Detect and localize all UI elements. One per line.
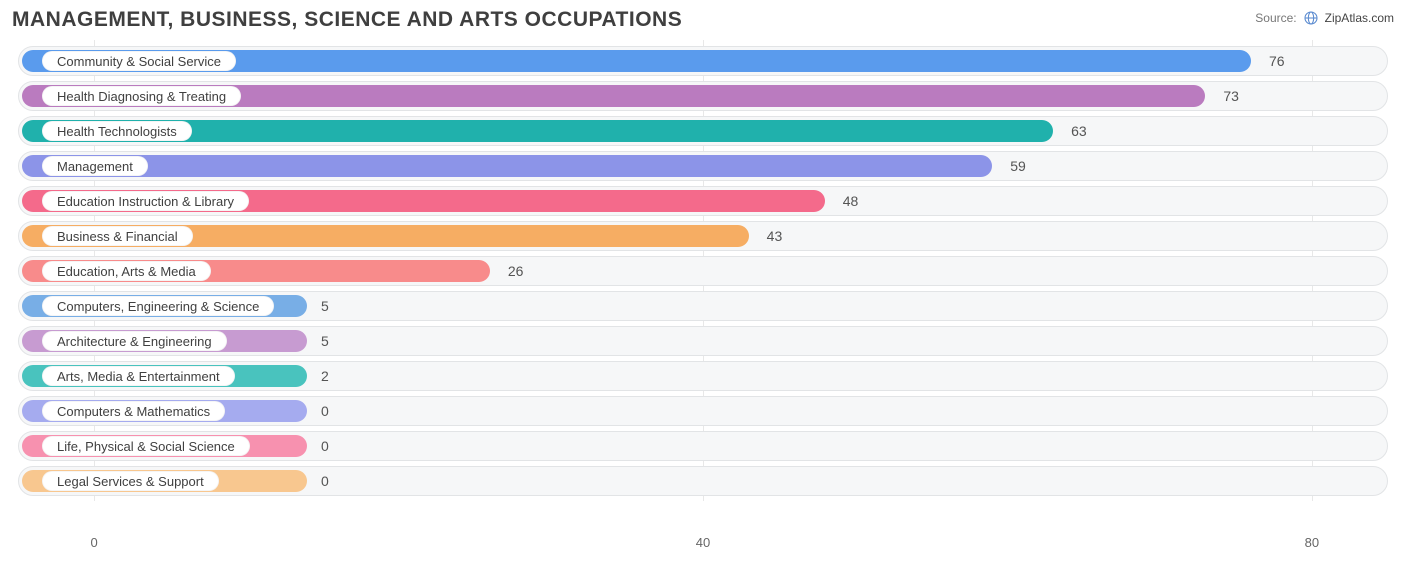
category-pill: Life, Physical & Social Science — [42, 436, 250, 456]
bar-value: 26 — [508, 256, 524, 286]
bar-row: Legal Services & Support 0 — [18, 466, 1388, 496]
bar-value: 0 — [321, 466, 329, 496]
bar-row: Education, Arts & Media 26 — [18, 256, 1388, 286]
bar-value: 59 — [1010, 151, 1026, 181]
bar-value: 48 — [843, 186, 859, 216]
bar-value: 0 — [321, 431, 329, 461]
bar-value: 73 — [1223, 81, 1239, 111]
occupations-bar-chart: Community & Social Service 76 Health Diagn… — [18, 40, 1388, 555]
source-label: Source: — [1255, 11, 1296, 25]
globe-icon — [1303, 10, 1319, 26]
bar-row: Computers, Engineering & Science 5 — [18, 291, 1388, 321]
plot-area: Community & Social Service 76 Health Diagn… — [18, 40, 1388, 531]
x-axis: 0 40 80 — [18, 531, 1388, 555]
bar-row: Management 59 — [18, 151, 1388, 181]
bar-value: 43 — [767, 221, 783, 251]
bar-row: Business & Financial 43 — [18, 221, 1388, 251]
bar-row: Health Technologists 63 — [18, 116, 1388, 146]
bar-row: Life, Physical & Social Science 0 — [18, 431, 1388, 461]
category-pill: Education, Arts & Media — [42, 261, 211, 281]
source-site: ZipAtlas.com — [1325, 11, 1394, 25]
bar-row: Architecture & Engineering 5 — [18, 326, 1388, 356]
category-pill: Arts, Media & Entertainment — [42, 366, 235, 386]
bar-fill — [22, 155, 992, 177]
page-title: MANAGEMENT, BUSINESS, SCIENCE AND ARTS O… — [12, 8, 682, 32]
category-pill: Legal Services & Support — [42, 471, 219, 491]
bar-row: Community & Social Service 76 — [18, 46, 1388, 76]
category-pill: Architecture & Engineering — [42, 331, 227, 351]
bar-value: 5 — [321, 291, 329, 321]
category-pill: Health Technologists — [42, 121, 192, 141]
category-pill: Health Diagnosing & Treating — [42, 86, 241, 106]
x-tick-label: 40 — [696, 535, 710, 550]
bar-row: Education Instruction & Library 48 — [18, 186, 1388, 216]
bar-row: Computers & Mathematics 0 — [18, 396, 1388, 426]
bar-row: Health Diagnosing & Treating 73 — [18, 81, 1388, 111]
bar-value: 5 — [321, 326, 329, 356]
bar-value: 2 — [321, 361, 329, 391]
x-tick-label: 80 — [1305, 535, 1319, 550]
bar-value: 63 — [1071, 116, 1087, 146]
x-tick-label: 0 — [90, 535, 97, 550]
bar-value: 0 — [321, 396, 329, 426]
category-pill: Computers & Mathematics — [42, 401, 225, 421]
category-pill: Business & Financial — [42, 226, 193, 246]
header: MANAGEMENT, BUSINESS, SCIENCE AND ARTS O… — [12, 8, 1394, 32]
source-attribution: Source: ZipAtlas.com — [1255, 8, 1394, 26]
category-pill: Education Instruction & Library — [42, 191, 249, 211]
category-pill: Community & Social Service — [42, 51, 236, 71]
bar-row: Arts, Media & Entertainment 2 — [18, 361, 1388, 391]
category-pill: Computers, Engineering & Science — [42, 296, 274, 316]
bar-value: 76 — [1269, 46, 1285, 76]
category-pill: Management — [42, 156, 148, 176]
